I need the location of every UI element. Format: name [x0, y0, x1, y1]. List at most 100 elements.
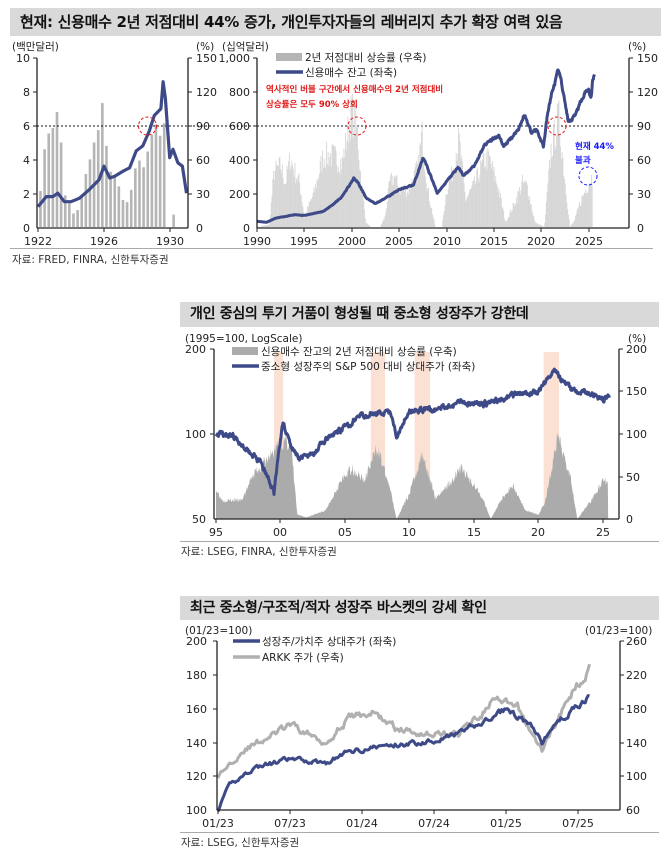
bar [265, 225, 267, 227]
bar [345, 132, 346, 227]
bar [343, 148, 345, 227]
bar [330, 166, 332, 227]
bar [550, 143, 552, 227]
bar [586, 192, 588, 227]
bar [430, 207, 432, 227]
bar [583, 195, 584, 227]
bar [443, 211, 445, 227]
bar [384, 215, 386, 227]
bar [388, 181, 390, 227]
bar [391, 185, 393, 227]
bar [484, 167, 486, 227]
bar [283, 184, 285, 227]
right-tick-label: 140 [626, 737, 647, 750]
bar [479, 174, 481, 227]
bar [386, 208, 388, 227]
bar [540, 225, 542, 227]
bar [404, 191, 406, 227]
bar [311, 197, 313, 227]
bar [47, 133, 51, 227]
bar [554, 149, 556, 227]
right-tick-label: 60 [196, 154, 210, 167]
bar [590, 174, 592, 227]
bar [511, 210, 513, 227]
bar [410, 188, 412, 227]
bar [531, 210, 533, 227]
bar [295, 183, 297, 227]
x-tick-label: 20 [531, 526, 545, 539]
bar [462, 161, 463, 227]
bar [476, 170, 478, 227]
bar [349, 123, 350, 227]
bar [419, 145, 421, 227]
bar [341, 156, 343, 227]
right-tick-label: 150 [637, 52, 658, 65]
x-tick-label: 2010 [433, 235, 461, 248]
bar [280, 169, 282, 227]
bar [578, 206, 580, 227]
bar [385, 211, 387, 227]
bar [363, 200, 365, 227]
bar [401, 188, 403, 227]
bar [556, 135, 558, 227]
bar [530, 204, 531, 227]
bar [300, 195, 302, 227]
bar [591, 184, 593, 227]
left-axis-unit: (백만달러) [12, 41, 59, 53]
bar [575, 213, 577, 227]
bar [546, 192, 548, 227]
bar [455, 153, 457, 227]
x-tick-label: 01/23 [202, 817, 234, 830]
bar [288, 152, 290, 227]
bar [285, 184, 286, 227]
left-tick-label: 200 [185, 343, 206, 356]
bar [582, 195, 584, 227]
left-tick-label: 200 [186, 635, 207, 648]
bar [503, 211, 505, 227]
bar [490, 163, 492, 227]
bar [552, 155, 554, 227]
bar [413, 170, 415, 227]
panel3-title: 최근 중소형/구조적/적자 성장주 바스켓의 강세 확인 [180, 596, 659, 620]
bar [518, 191, 520, 227]
x-tick-label: 25 [596, 526, 610, 539]
bar [541, 225, 543, 227]
bar [538, 224, 540, 227]
right-tick-label: 30 [637, 188, 651, 201]
x-tick-label: 07/25 [562, 817, 594, 830]
bar [267, 225, 269, 227]
bar [282, 178, 284, 227]
bar [522, 175, 524, 227]
bar [336, 164, 338, 227]
bar [583, 192, 585, 227]
bar [339, 174, 341, 227]
bar [577, 208, 579, 227]
left-axis-unit: (1995=100, LogScale) [185, 333, 302, 345]
bar [396, 175, 398, 227]
bar [553, 119, 555, 227]
bar [537, 224, 539, 227]
bar [480, 160, 482, 227]
bar [281, 164, 283, 227]
x-tick-label: 00 [273, 526, 287, 539]
bar [529, 196, 531, 227]
bar [497, 192, 499, 227]
x-tick-label: 1922 [24, 235, 52, 248]
arkk-price-line [216, 663, 591, 779]
left-tick-label: 200 [229, 188, 250, 201]
left-tick-label: 0 [243, 222, 250, 235]
bar [294, 162, 296, 227]
right-tick-label: 0 [626, 513, 633, 526]
bar [500, 192, 501, 227]
bar [76, 210, 79, 227]
bar [262, 225, 263, 227]
bar [315, 188, 317, 227]
bar [414, 167, 416, 227]
bar [502, 207, 504, 227]
bar [263, 225, 265, 227]
bar [286, 165, 288, 227]
bar [454, 172, 456, 227]
bar [474, 184, 476, 227]
right-tick-label: 50 [626, 471, 640, 484]
bar [55, 112, 59, 227]
